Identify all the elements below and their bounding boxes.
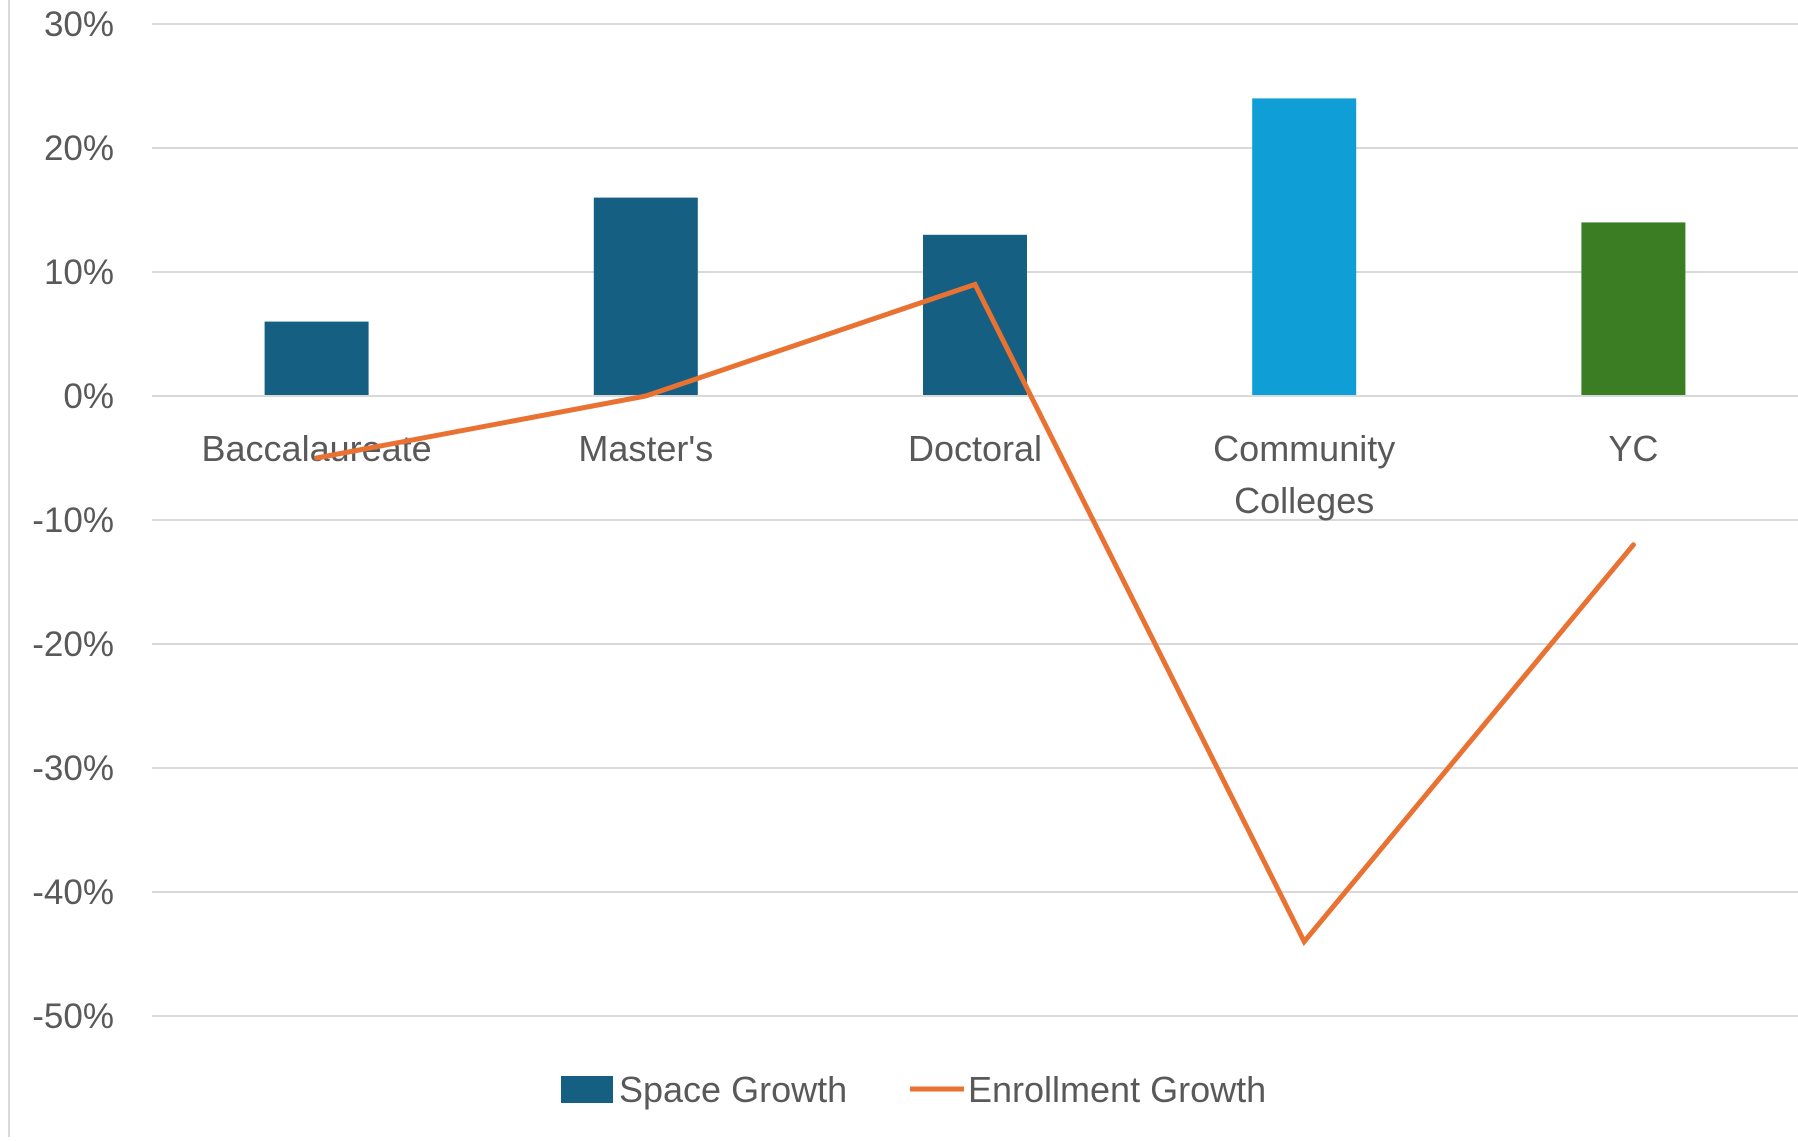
y-tick-label: 20%	[44, 129, 114, 168]
y-axis-ticks: 30% 20% 10% 0% -10% -20% -30% -40% -50%	[32, 5, 114, 1036]
legend-label-enrollment-growth: Enrollment Growth	[968, 1069, 1266, 1110]
x-tick-label-line: Colleges	[1234, 480, 1374, 521]
space-growth-bar	[265, 322, 369, 396]
x-tick-label-line: Master's	[578, 428, 713, 469]
x-tick-label: Master's	[578, 428, 713, 469]
x-tick-label-line: YC	[1608, 428, 1658, 469]
y-tick-label: -20%	[32, 625, 114, 664]
space-growth-bar	[923, 235, 1027, 396]
legend-swatch-space-growth	[561, 1076, 613, 1103]
space-growth-bar	[594, 198, 698, 396]
y-tick-label: -30%	[32, 749, 114, 788]
x-tick-label-line: Baccalaureate	[202, 428, 432, 469]
y-tick-label: -50%	[32, 997, 114, 1036]
x-tick-label-line: Doctoral	[908, 428, 1042, 469]
x-tick-label: Doctoral	[908, 428, 1042, 469]
x-tick-label: YC	[1608, 428, 1658, 469]
y-tick-label: -40%	[32, 873, 114, 912]
space-growth-bar	[1252, 98, 1356, 396]
y-tick-label: -10%	[32, 501, 114, 540]
y-tick-label: 0%	[63, 377, 114, 416]
y-tick-label: 30%	[44, 5, 114, 44]
y-tick-label: 10%	[44, 253, 114, 292]
x-tick-label: Baccalaureate	[202, 428, 432, 469]
space-growth-bar	[1581, 222, 1685, 396]
x-tick-label-line: Community	[1213, 428, 1395, 469]
legend-label-space-growth: Space Growth	[619, 1069, 847, 1110]
